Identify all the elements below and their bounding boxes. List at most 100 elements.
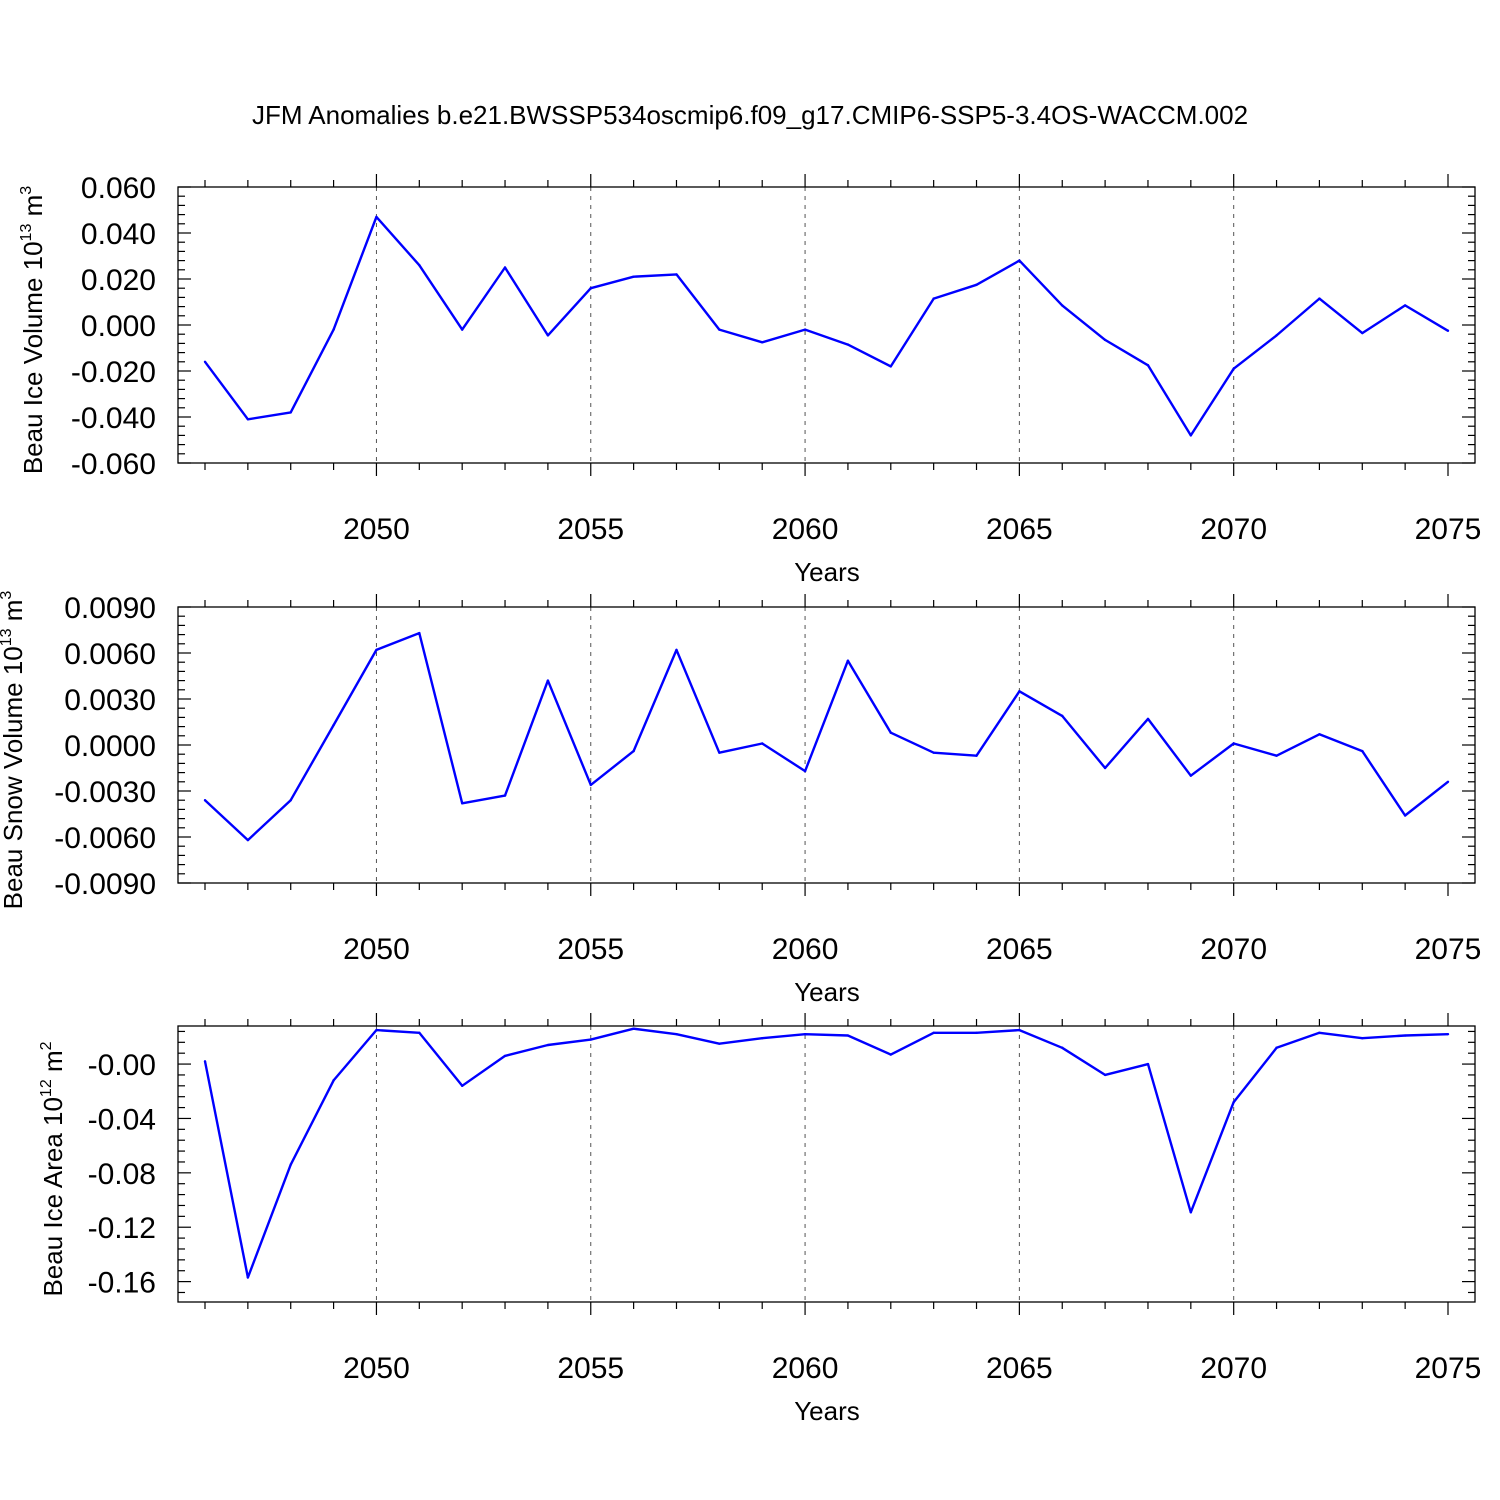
- data-point: [1446, 329, 1450, 332]
- y-tick-label: -0.020: [71, 356, 156, 389]
- x-tick-label: 2060: [772, 1352, 839, 1385]
- x-tick-label: 2075: [1415, 1352, 1482, 1385]
- y-axis-label: Beau Snow Volume 1013 m3: [0, 591, 28, 910]
- data-point: [761, 1037, 764, 1040]
- data-point: [246, 838, 250, 842]
- y-tick-label: 0.040: [81, 218, 156, 251]
- data-point: [460, 328, 464, 331]
- data-point: [332, 328, 335, 331]
- data-point: [761, 341, 764, 344]
- data-point: [246, 418, 250, 421]
- data-point: [889, 731, 892, 734]
- x-tick-label: 2050: [343, 933, 410, 966]
- data-point: [1232, 367, 1235, 370]
- data-point: [589, 1038, 592, 1041]
- data-point: [1446, 1032, 1450, 1036]
- data-point: [546, 679, 550, 682]
- data-point: [803, 328, 807, 331]
- y-axis-label: Beau Ice Area 1012 m2: [38, 1041, 68, 1296]
- data-point: [1275, 1046, 1278, 1049]
- y-axis-label-exponent: 13: [0, 628, 15, 646]
- data-point: [846, 343, 850, 346]
- data-point: [632, 749, 635, 753]
- y-tick-label: -0.00: [88, 1049, 156, 1082]
- data-point: [1232, 742, 1235, 745]
- series-line: [204, 631, 1449, 842]
- y-tick-label: -0.040: [71, 402, 156, 435]
- chart-panel-3: -0.00 -0.04 -0.08 -0.12 -0.16 2050 2055 2060 206…: [38, 1013, 1481, 1426]
- data-point: [803, 769, 807, 773]
- data-point: [1061, 304, 1064, 307]
- y-axis-label-unit-exponent: 2: [38, 1041, 55, 1050]
- data-point: [675, 273, 678, 276]
- data-point: [375, 1028, 378, 1032]
- panels: 0.0600.0400.0200.000-0.020-0.040-0.06020…: [0, 172, 1481, 1426]
- x-tick-label: 2055: [557, 513, 624, 546]
- data-point: [932, 1031, 935, 1034]
- series-line: [203, 1027, 1449, 1279]
- y-axis-label-exponent: 12: [38, 1079, 55, 1097]
- y-tick-label: -0.0030: [54, 776, 156, 809]
- data-point: [503, 266, 507, 269]
- data-point: [546, 1043, 550, 1047]
- data-point: [718, 751, 721, 754]
- data-point: [289, 411, 292, 414]
- data-point: [1403, 304, 1407, 307]
- x-tick-label: 2070: [1200, 1352, 1267, 1385]
- data-point: [1103, 766, 1107, 770]
- data-point: [1446, 780, 1450, 783]
- data-point: [889, 1053, 892, 1056]
- data-point: [1403, 1034, 1407, 1037]
- data-point: [1361, 331, 1364, 335]
- y-axis-label: Beau Ice Volume 1013 m3: [18, 186, 48, 474]
- y-axis-label-unit: m: [38, 1050, 68, 1079]
- data-point: [1018, 259, 1021, 262]
- data-point: [1361, 1037, 1364, 1040]
- data-point: [1061, 1046, 1064, 1049]
- y-axis-label-text: Beau Ice Volume 10: [18, 241, 48, 474]
- data-point: [1146, 717, 1150, 721]
- y-tick-label: 0.0090: [64, 592, 156, 625]
- data-point: [632, 275, 635, 278]
- data-point: [375, 215, 378, 219]
- y-tick-label: 0.060: [81, 172, 156, 205]
- data-point: [203, 799, 207, 802]
- x-axis-label: Years: [794, 557, 860, 587]
- data-point: [332, 723, 335, 727]
- x-tick-label: 2065: [986, 1352, 1053, 1385]
- y-tick-label: -0.0060: [54, 822, 156, 855]
- y-tick-label: -0.16: [88, 1267, 156, 1300]
- y-axis-label-text: Beau Ice Area 10: [38, 1097, 68, 1296]
- data-point: [889, 365, 892, 368]
- data-point: [975, 283, 978, 286]
- data-point: [1189, 774, 1193, 777]
- data-point: [1275, 334, 1278, 337]
- x-axis-label: Years: [794, 977, 860, 1007]
- x-tick-label: 2075: [1415, 933, 1482, 966]
- data-point: [418, 631, 421, 635]
- plot-frame: [177, 1025, 1476, 1303]
- data-point: [546, 334, 550, 337]
- data-point: [1018, 690, 1021, 693]
- y-tick-label: -0.08: [88, 1158, 156, 1191]
- data-point: [932, 751, 935, 754]
- data-point: [1103, 1073, 1107, 1077]
- data-point: [1361, 749, 1364, 753]
- x-tick-label: 2060: [772, 933, 839, 966]
- series-line: [204, 215, 1449, 437]
- data-point: [1318, 297, 1321, 300]
- y-tick-label: 0.020: [81, 264, 156, 297]
- data-point: [418, 1031, 421, 1034]
- data-point: [975, 1031, 978, 1034]
- data-point: [718, 1042, 721, 1045]
- y-axis-label-text: Beau Snow Volume 10: [0, 646, 28, 909]
- data-point: [460, 1084, 464, 1088]
- data-point: [975, 754, 978, 757]
- data-point: [761, 742, 764, 745]
- x-tick-label: 2070: [1200, 513, 1267, 546]
- data-point: [503, 1054, 507, 1058]
- x-tick-label: 2050: [343, 1352, 410, 1385]
- y-tick-label: -0.060: [71, 448, 156, 481]
- data-point: [932, 297, 935, 300]
